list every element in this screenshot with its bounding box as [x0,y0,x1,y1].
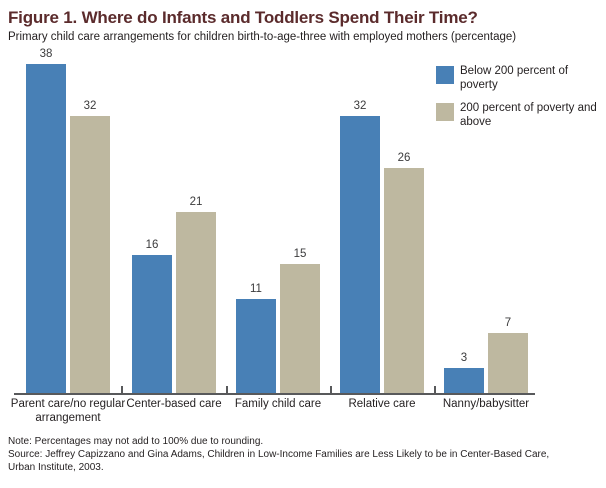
bar-relative-care-above-200 [384,168,424,394]
x-axis-tick [434,386,436,394]
bar-relative-care-below-200 [340,116,380,394]
bar-family-child-care-above-200 [280,264,320,394]
bar-family-child-care-below-200 [236,299,276,394]
legend: Below 200 percent of poverty 200 percent… [436,64,606,138]
bar-value-label: 38 [39,48,53,60]
bar-center-based-care-above-200 [176,212,216,394]
bar-value-label: 16 [145,239,159,251]
bar-nanny-babysitter-below-200 [444,368,484,394]
category-label-family-child-care: Family child care [234,398,322,410]
bar-value-label: 26 [397,152,411,164]
bar-nanny-babysitter-above-200 [488,333,528,394]
source-text-line1: Source: Jeffrey Capizzano and Gina Adams… [8,449,550,460]
figure-subtitle: Primary child care arrangements for chil… [8,31,517,43]
source-text-line2: Urban Institute, 2003. [8,462,104,473]
x-axis-tick [330,386,332,394]
legend-item-above-200: 200 percent of poverty and above [436,101,606,130]
category-label-nanny-babysitter: Nanny/babysitter [442,398,530,410]
legend-item-below-200: Below 200 percent of poverty [436,64,606,93]
bar-center-based-care-below-200 [132,255,172,394]
figure-title: Figure 1. Where do Infants and Toddlers … [8,8,478,27]
bar-parent-care-no-regular-arrangement-below-200 [26,64,66,394]
bar-value-label: 32 [353,100,367,112]
bar-value-label: 7 [504,317,512,329]
legend-label-above-200: 200 percent of poverty and above [460,101,597,129]
x-axis-tick [121,386,123,394]
category-label-center-based-care: Center-based care [126,398,222,410]
bar-value-label: 32 [83,100,97,112]
bar-value-label: 21 [189,196,203,208]
bar-value-label: 15 [293,248,307,260]
figure-notes: Note: Percentages may not add to 100% du… [8,435,549,474]
bar-parent-care-no-regular-arrangement-above-200 [70,116,110,394]
x-axis-tick [226,386,228,394]
category-label-parent-care-no-regular-arrangement: Parent care/no regular arrangement [10,398,126,424]
category-label-relative-care: Relative care [348,398,416,410]
legend-swatch-above-200 [436,102,454,121]
bar-value-label: 3 [460,352,468,364]
note-text: Note: Percentages may not add to 100% du… [8,436,264,447]
x-axis-line [14,393,535,395]
legend-label-below-200: Below 200 percent of poverty [460,65,569,92]
bar-value-label: 11 [250,283,262,295]
legend-swatch-below-200 [436,66,454,84]
